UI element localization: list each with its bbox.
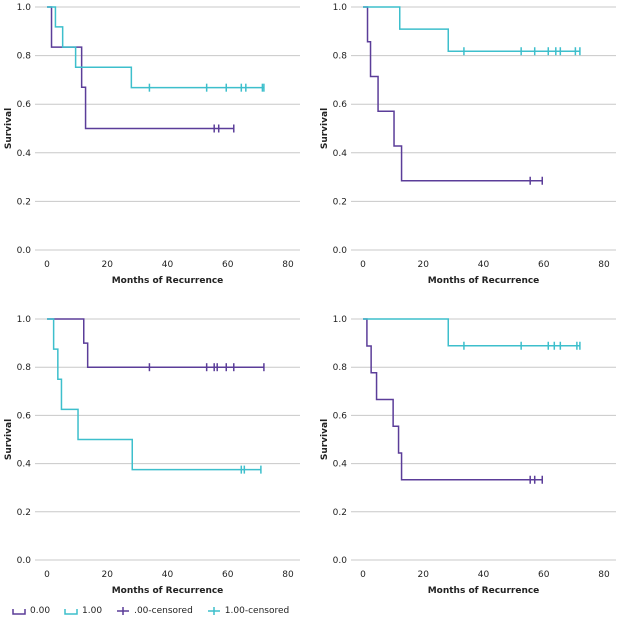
survival-curve-1.00 bbox=[47, 318, 261, 471]
km-panel-4: 0.0 0.2 0.4 0.6 0.8 1.0 0 20 40 60 80 Months of Rec… bbox=[320, 315, 616, 596]
legend-step-icon-1 bbox=[64, 609, 78, 615]
x-tick-label: 60 bbox=[538, 260, 550, 270]
y-tick-label: 0.8 bbox=[333, 363, 348, 373]
legend-censor-icon-2 bbox=[117, 607, 130, 615]
y-axis-label: Survival bbox=[4, 108, 14, 149]
y-tick-label: 0.4 bbox=[17, 460, 32, 470]
legend-label-0: 0.00 bbox=[30, 606, 51, 616]
x-tick-label: 60 bbox=[538, 570, 550, 580]
legend: 0.00 1.00 .00-censored 1.00-censored bbox=[12, 606, 289, 616]
y-tick-label: 1.0 bbox=[333, 315, 348, 325]
x-tick-label: 0 bbox=[360, 260, 366, 270]
x-tick-label: 20 bbox=[102, 260, 114, 270]
x-axis-label: Months of Recurrence bbox=[112, 586, 224, 596]
y-tick-label: 0.8 bbox=[333, 52, 348, 62]
survival-curve-0.00 bbox=[363, 6, 543, 182]
x-tick-label: 80 bbox=[282, 570, 294, 580]
x-tick-label: 60 bbox=[222, 570, 234, 580]
legend-item-3: 1.00-censored bbox=[207, 606, 289, 616]
y-axis-label: Survival bbox=[320, 108, 330, 149]
y-tick-label: 0.8 bbox=[17, 52, 32, 62]
legend-item-2: .00-censored bbox=[116, 606, 193, 616]
x-tick-label: 40 bbox=[478, 570, 490, 580]
km-panel-3: 0.0 0.2 0.4 0.6 0.8 1.0 0 20 40 60 80 Months of Rec… bbox=[4, 315, 300, 596]
legend-item-0: 0.00 bbox=[12, 606, 50, 616]
y-tick-label: 0.4 bbox=[17, 149, 32, 159]
survival-curve-1.00 bbox=[47, 6, 264, 89]
y-tick-label: 0.6 bbox=[333, 411, 348, 421]
x-tick-label: 0 bbox=[44, 260, 50, 270]
survival-curve-1.00 bbox=[363, 6, 580, 52]
legend-label-3: 1.00-censored bbox=[224, 606, 290, 616]
legend-censor-icon-3 bbox=[207, 607, 220, 615]
y-tick-label: 0.2 bbox=[333, 508, 347, 518]
x-tick-label: 40 bbox=[162, 570, 174, 580]
legend-step-icon-0 bbox=[12, 609, 26, 615]
x-axis-label: Months of Recurrence bbox=[428, 276, 540, 286]
legend-label-2: .00-censored bbox=[134, 606, 193, 616]
y-tick-label: 0.0 bbox=[333, 556, 348, 566]
y-tick-label: 0.6 bbox=[333, 100, 348, 110]
x-axis-label: Months of Recurrence bbox=[428, 586, 540, 596]
legend-label-1: 1.00 bbox=[82, 606, 103, 616]
survival-curve-0.00 bbox=[47, 318, 264, 368]
y-tick-label: 0.6 bbox=[17, 100, 32, 110]
km-panel-2: 0.0 0.2 0.4 0.6 0.8 1.0 0 20 40 60 80 Months of Rec… bbox=[320, 3, 616, 286]
y-tick-label: 0.0 bbox=[333, 246, 348, 256]
x-axis-label: Months of Recurrence bbox=[112, 276, 224, 286]
y-tick-label: 1.0 bbox=[333, 3, 348, 13]
x-tick-label: 0 bbox=[44, 570, 50, 580]
y-axis-label: Survival bbox=[4, 419, 14, 460]
x-tick-label: 20 bbox=[418, 570, 430, 580]
x-tick-label: 20 bbox=[102, 570, 114, 580]
y-tick-label: 1.0 bbox=[17, 3, 32, 13]
survival-curve-0.00 bbox=[363, 318, 543, 481]
y-tick-label: 0.0 bbox=[17, 246, 32, 256]
y-tick-label: 0.2 bbox=[17, 508, 31, 518]
survival-curve-1.00 bbox=[363, 318, 580, 347]
x-tick-label: 60 bbox=[222, 260, 234, 270]
x-tick-label: 80 bbox=[282, 260, 294, 270]
y-tick-label: 0.8 bbox=[17, 363, 32, 373]
y-tick-label: 0.4 bbox=[333, 460, 348, 470]
x-tick-label: 80 bbox=[598, 570, 610, 580]
y-tick-label: 0.6 bbox=[17, 411, 32, 421]
y-axis-label: Survival bbox=[320, 419, 330, 460]
y-tick-label: 0.2 bbox=[333, 197, 347, 207]
x-tick-label: 20 bbox=[418, 260, 430, 270]
x-tick-label: 40 bbox=[478, 260, 490, 270]
km-panel-1: 0.0 0.2 0.4 0.6 0.8 1.0 0 20 40 60 80 Months of Rec… bbox=[4, 3, 300, 286]
y-tick-label: 0.2 bbox=[17, 197, 31, 207]
legend-item-1: 1.00 bbox=[64, 606, 102, 616]
x-tick-label: 0 bbox=[360, 570, 366, 580]
y-tick-label: 0.0 bbox=[17, 556, 32, 566]
x-tick-label: 80 bbox=[598, 260, 610, 270]
y-tick-label: 1.0 bbox=[17, 315, 32, 325]
x-tick-label: 40 bbox=[162, 260, 174, 270]
y-tick-label: 0.4 bbox=[333, 149, 348, 159]
km-figure: 0.0 0.2 0.4 0.6 0.8 1.0 0 20 40 60 80 Months of Rec… bbox=[4, 3, 616, 596]
